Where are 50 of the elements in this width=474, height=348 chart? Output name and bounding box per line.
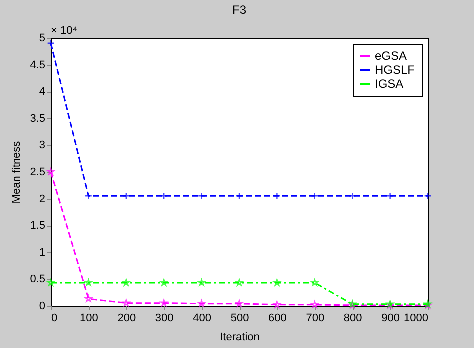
point: [236, 279, 244, 286]
y-tick-label: 1.5: [30, 220, 46, 232]
point: [348, 192, 356, 200]
point: [122, 279, 130, 286]
text: × 10⁴: [51, 25, 78, 37]
y-tick-label: 0.5: [30, 274, 46, 286]
x-tick-label: 900: [382, 312, 400, 324]
point: [311, 279, 319, 286]
x-tick-label: 0: [52, 312, 58, 324]
point: [274, 279, 281, 286]
point: [84, 192, 92, 200]
point: [198, 279, 206, 286]
x-tick-label: 100: [80, 312, 98, 324]
y-tick-label: 2.5: [30, 166, 46, 178]
point: [236, 192, 244, 200]
y-tick-label: 1: [39, 246, 46, 259]
point: [160, 192, 168, 200]
x-tick-label: 600: [268, 312, 287, 324]
y-tick-label: 4: [39, 86, 46, 98]
point: [424, 192, 432, 200]
x-tick-label: 800: [344, 312, 362, 324]
point: [386, 192, 394, 200]
y-tick-label: 3: [39, 140, 46, 152]
x-tick-label: 1000: [404, 312, 428, 324]
point: [160, 279, 168, 286]
x-tick-label: 300: [155, 312, 174, 324]
x-tick-label: 200: [118, 312, 136, 324]
legend-label: IGSA: [375, 77, 404, 91]
point: [47, 279, 55, 286]
point: [85, 279, 92, 286]
point: [47, 40, 55, 48]
point: [47, 168, 55, 176]
point: [85, 295, 92, 302]
x-tick-label: 400: [193, 312, 212, 324]
point: [122, 192, 130, 200]
point: [273, 192, 281, 200]
chart-title: F3: [232, 3, 247, 17]
point: [311, 192, 319, 200]
y-tick-label: 2: [39, 193, 46, 206]
y-axis-title: Mean fitness: [11, 140, 24, 204]
x-tick-label: 500: [230, 312, 250, 324]
x-tick-label: 700: [306, 312, 325, 324]
point: [198, 192, 206, 200]
legend-label: eGSA: [375, 49, 408, 63]
y-tick-label: 5: [39, 32, 46, 44]
legend-label: HGSLF: [375, 63, 416, 77]
y-tick-label: 3.5: [30, 112, 46, 125]
y-tick-label: 4.5: [30, 59, 46, 72]
y-tick-label: 0: [39, 300, 46, 312]
x-axis-title: Iteration: [220, 332, 260, 344]
